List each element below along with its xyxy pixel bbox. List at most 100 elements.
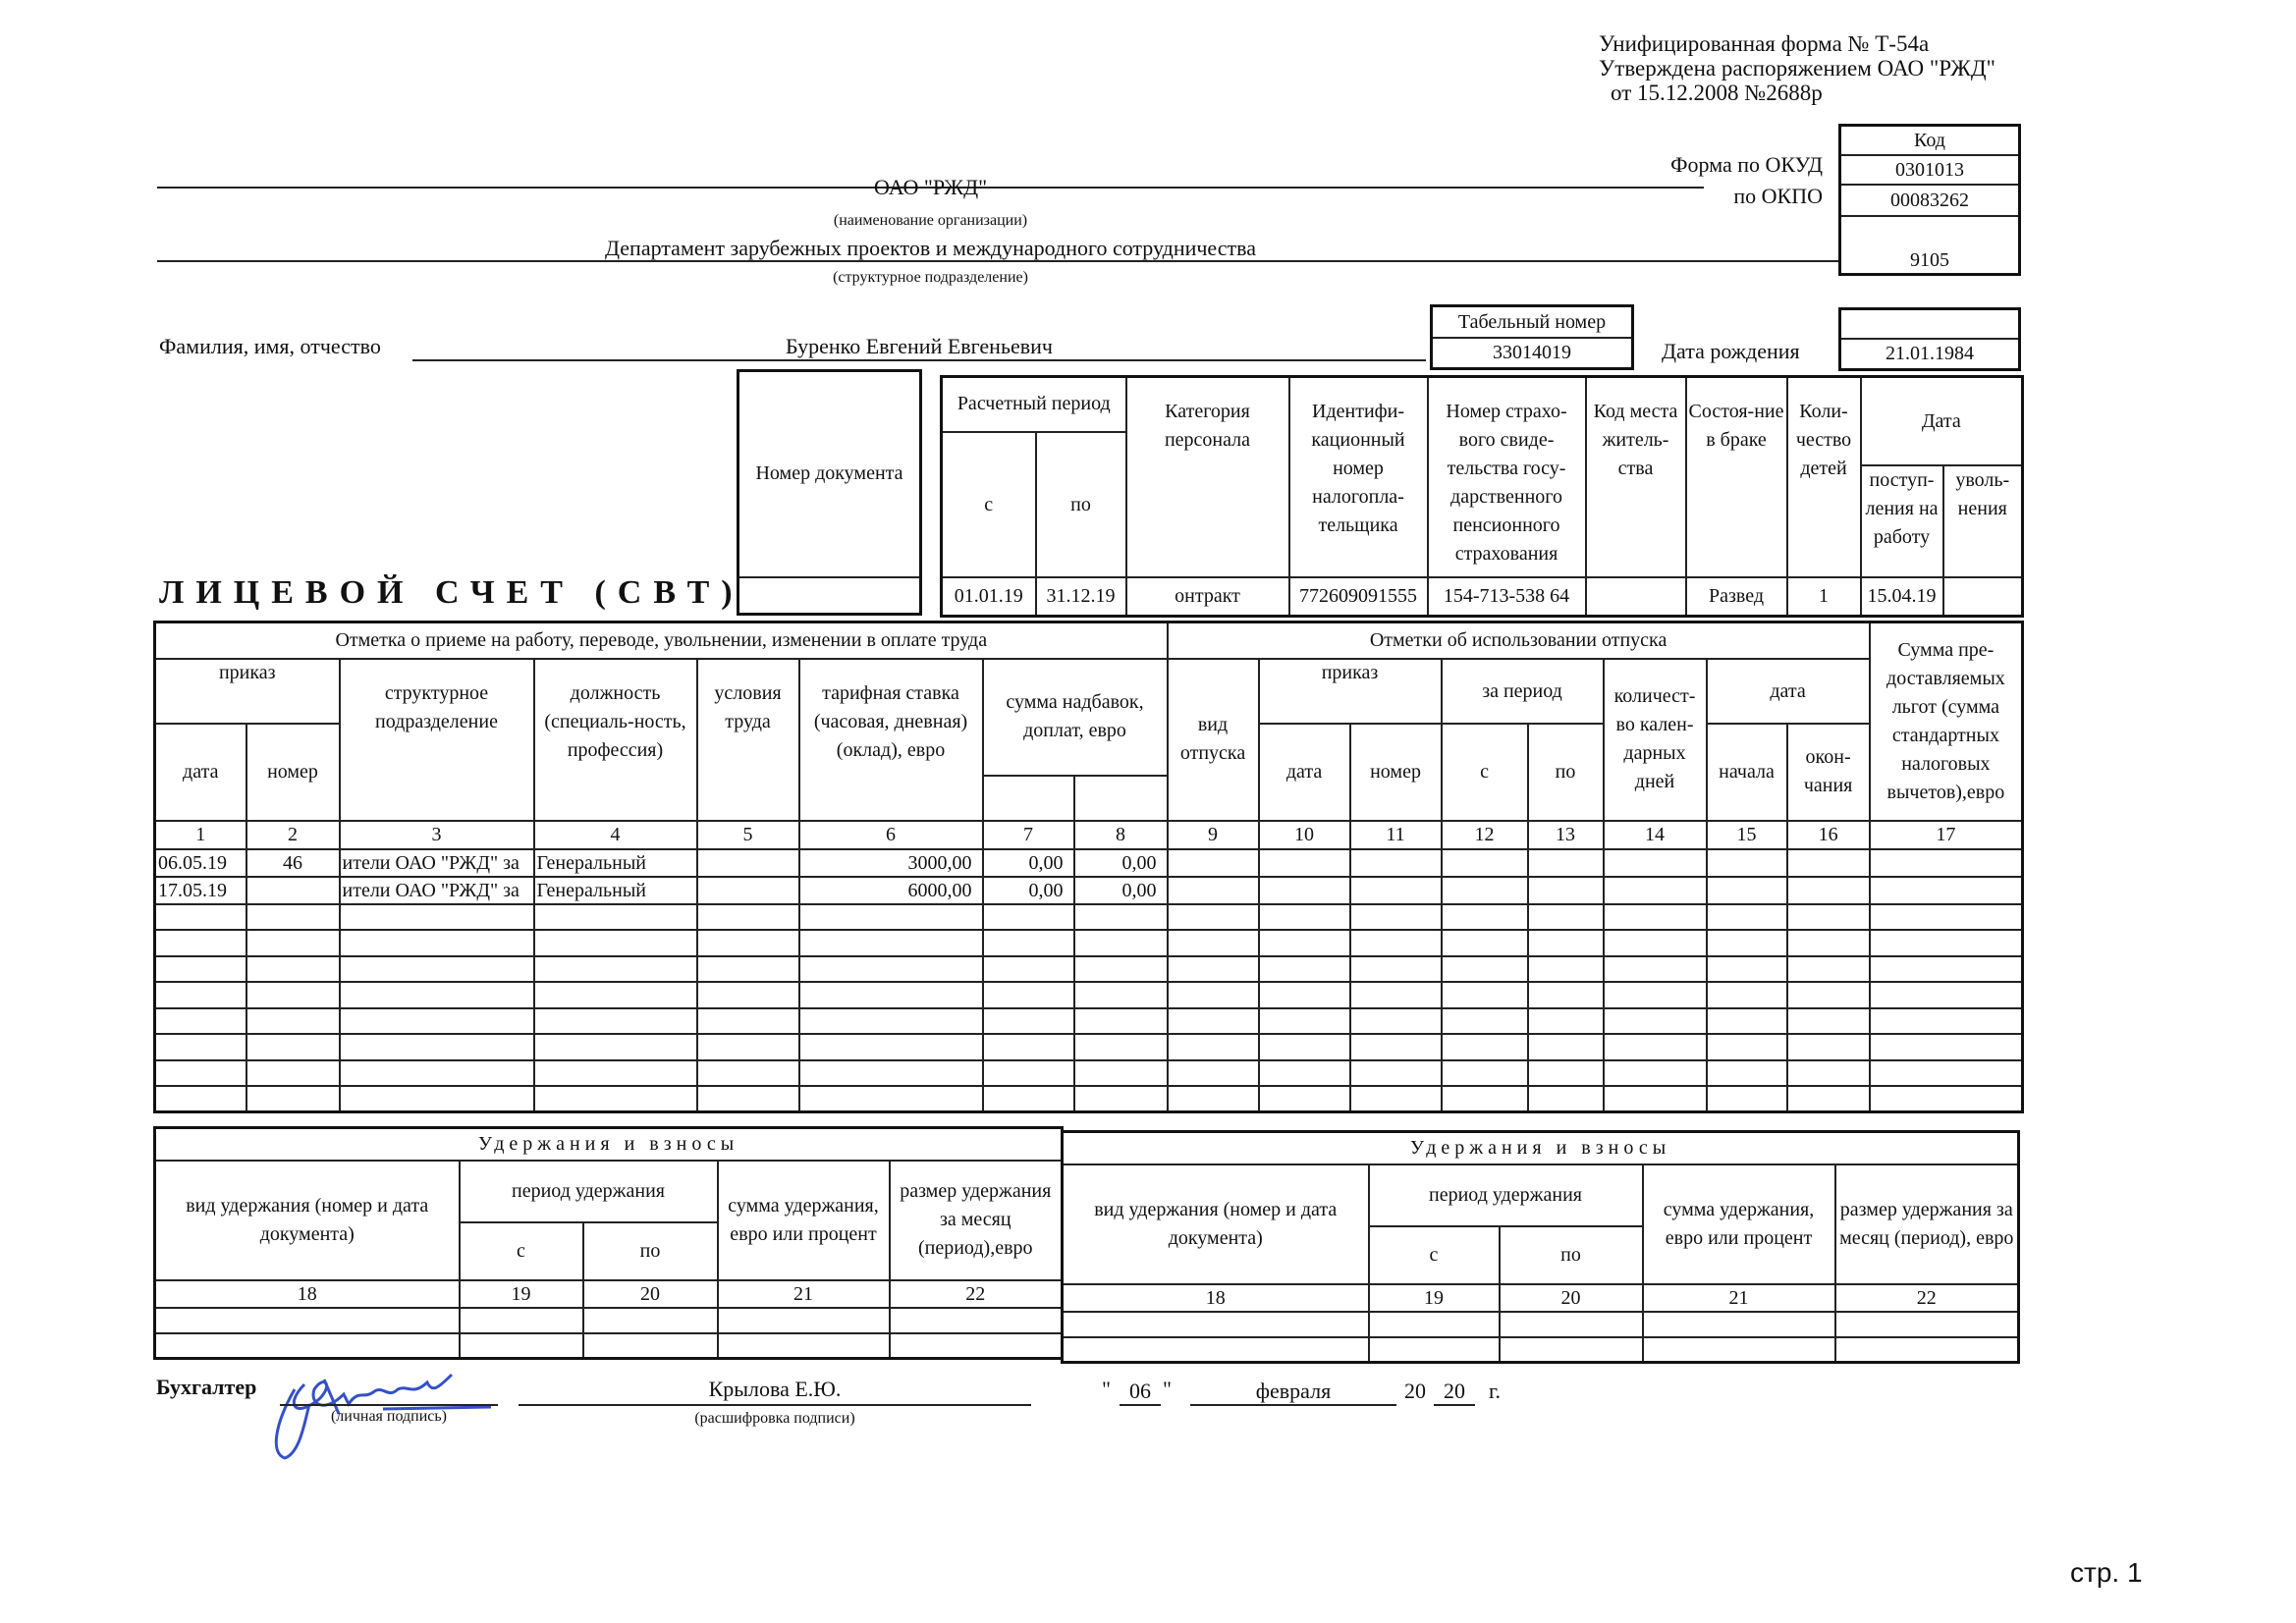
doc-number-label: Номер документа [737,369,922,578]
deduction-period-label: период удержания [1367,1163,1644,1227]
table-cell [1166,902,1260,931]
org-caption: (наименование организации) [833,212,1028,229]
table-cell [1602,1085,1708,1113]
table-cell [245,1058,341,1087]
employment-title: Отметка о приеме на работу, переводе, ув… [153,621,1169,660]
table-cell [1602,1006,1708,1035]
table-cell [245,954,341,983]
table-cell [1705,847,1788,878]
table-cell [1440,1085,1529,1113]
table-cell [1072,1085,1169,1113]
employment-table: Отметка о приеме на работу, переводе, ув… [153,621,2025,1113]
inn: 772609091555 [1287,575,1429,618]
rate-label: тарифная ставка (часовая, дневная) (окла… [797,657,984,822]
table-cell [1785,1006,1871,1035]
table-cell [1705,981,1788,1009]
table-cell [1348,1085,1443,1113]
table-cell [1072,929,1169,957]
bonus-label: сумма надбавок, доплат, евро [981,657,1169,777]
table-cell [1072,902,1169,931]
birth-box: 21.01.1984 [1838,307,2021,371]
period-from: 01.01.19 [940,575,1037,618]
leave-end-label: окон-чания [1785,722,1871,822]
table-cell [1348,1058,1443,1087]
table-cell [1868,1058,2024,1087]
leave-to-label: по [1526,722,1605,822]
column-number: 18 [1061,1282,1370,1313]
tab-label: Табельный номер [1430,304,1634,339]
table-cell [1257,847,1351,878]
table-cell [532,1033,698,1061]
table-cell [1868,1006,2024,1035]
table-cell [1868,1085,2024,1113]
table-cell [1705,929,1788,957]
table-cell [695,875,800,905]
table-cell [1705,1085,1788,1113]
leave-date-label: дата [1705,657,1871,725]
residence [1584,575,1687,618]
column-number: 22 [1833,1282,2020,1313]
table-cell [1526,1085,1605,1113]
birth-value: 21.01.1984 [1838,337,2021,371]
table-row [153,954,2024,983]
column-number: 12 [1440,819,1529,850]
okud-code: 0301013 [1838,153,2021,186]
table-cell: 0,00 [981,875,1075,905]
table-cell [1072,1006,1169,1035]
table-cell [981,929,1075,957]
table-cell [695,902,800,931]
column-number: 5 [695,819,800,850]
table-cell [1785,954,1871,983]
form-header: Унифицированная форма № Т-54а Утверждена… [1599,31,1995,105]
order-label: приказ [153,657,341,725]
table-cell [1785,847,1871,878]
table-cell [1440,981,1529,1009]
table-cell [1602,954,1708,983]
table-cell [1257,981,1351,1009]
dept-name: Департамент зарубежных проектов и междун… [605,236,1256,260]
table-cell [1440,1058,1529,1087]
table-cell [1440,875,1529,905]
table-cell [981,1033,1075,1061]
table-cell [1785,981,1871,1009]
okpo-label: по ОКПО [1733,184,1823,208]
table-cell [153,929,247,957]
table-cell [1785,929,1871,957]
doc-number-table: Номер документа [737,369,922,616]
leave-order-date-label: дата [1257,722,1351,822]
column-number: 20 [1498,1282,1644,1313]
table-cell [1348,929,1443,957]
table-cell [797,902,984,931]
table-cell [981,1006,1075,1035]
date-label: Дата [1859,375,2024,466]
column-number: 22 [888,1278,1064,1309]
table-cell: 0,00 [1072,847,1169,878]
category: онтракт [1124,575,1290,618]
leave-from-label: с [1440,722,1529,822]
table-cell [1526,902,1605,931]
table-cell [1868,981,2024,1009]
table-cell [338,929,535,957]
table-cell [1785,902,1871,931]
deductions-left: Удержания и взносы вид удержания (номер … [153,1126,1065,1360]
column-number: 2 [245,819,341,850]
table-cell [695,954,800,983]
table-cell [1526,875,1605,905]
table-cell [1526,954,1605,983]
hire-label: поступ-ления на работу [1859,463,1944,578]
table-cell: 0,00 [1072,875,1169,905]
table-cell [1072,981,1169,1009]
days-label: количест-во кален-дарных дней [1602,657,1708,822]
page-title: ЛИЦЕВОЙ СЧЕТ (СВТ) [159,574,744,611]
order-number-label: номер [245,722,341,822]
deduction-type-label: вид удержания (номер и дата документа) [1061,1163,1370,1285]
table-cell [1440,847,1529,878]
table-cell [1526,1033,1605,1061]
table-cell [1526,929,1605,957]
sign-year-suffix: г. [1489,1379,1502,1403]
column-number: 8 [1072,819,1169,850]
table-cell [1868,875,2024,905]
column-number: 7 [981,819,1075,850]
deduction-period-label: период удержания [458,1159,719,1223]
table-cell [1785,1033,1871,1061]
